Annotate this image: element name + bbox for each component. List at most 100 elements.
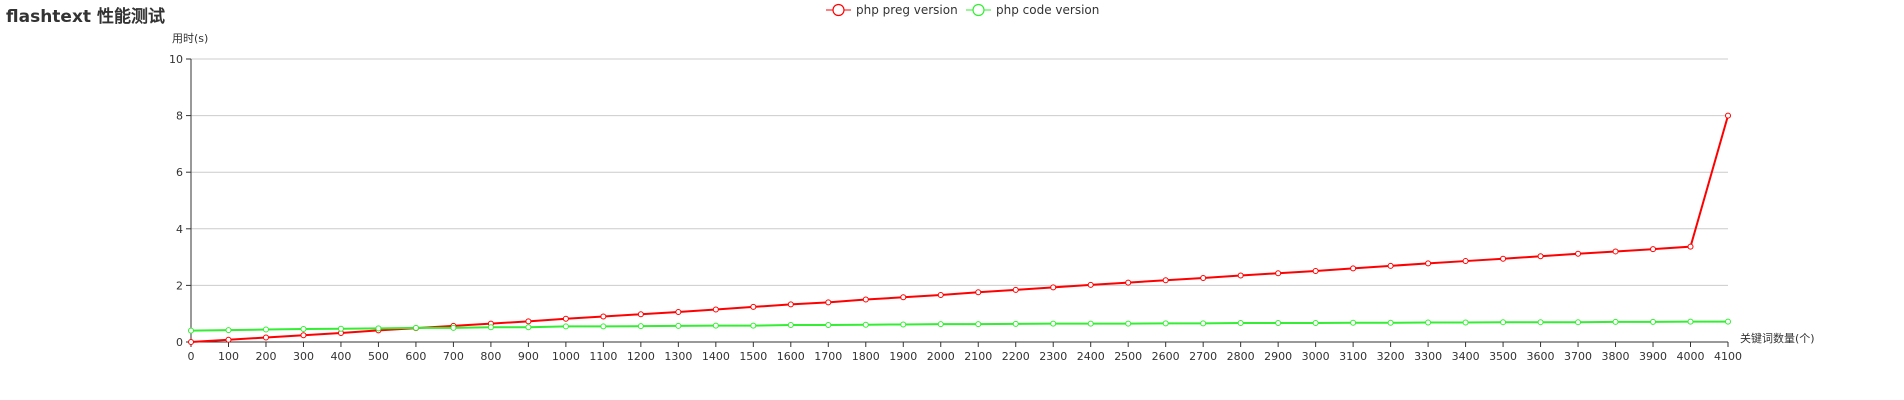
data-point: [600, 313, 607, 320]
x-tick-label: 2200: [1002, 350, 1030, 363]
y-tick-label: 0: [176, 336, 183, 349]
data-point: [1725, 318, 1731, 325]
data-point: [825, 322, 832, 329]
x-tick-label: 1000: [552, 350, 580, 363]
chart-title: flashtext 性能测试: [6, 7, 165, 27]
data-point: [1125, 320, 1132, 327]
data-point: [1387, 319, 1394, 326]
x-tick-label: 1400: [702, 350, 730, 363]
data-point: [1500, 255, 1507, 262]
data-point: [225, 327, 232, 334]
x-tick-label: 2000: [927, 350, 955, 363]
data-point: [1087, 281, 1094, 288]
legend-item[interactable]: php preg version: [826, 3, 958, 17]
data-point: [300, 325, 307, 332]
x-tick-label: 500: [368, 350, 389, 363]
data-point: [900, 294, 907, 301]
data-point: [637, 311, 644, 318]
legend-item[interactable]: php code version: [966, 3, 1099, 17]
data-point: [1312, 320, 1319, 327]
data-point: [1125, 279, 1132, 286]
data-point: [188, 327, 194, 334]
data-point: [188, 339, 194, 345]
series-lines: [188, 112, 1731, 345]
data-point: [900, 321, 907, 328]
x-tick-label: 1500: [739, 350, 767, 363]
x-tick-label: 2100: [964, 350, 992, 363]
data-point: [1275, 320, 1282, 327]
data-point: [600, 323, 607, 330]
y-tick-label: 6: [176, 166, 183, 179]
data-point: [1087, 320, 1094, 327]
data-point: [412, 324, 419, 331]
data-point: [1462, 319, 1469, 326]
y-tick-label: 10: [169, 53, 183, 66]
x-tick-label: 0: [188, 350, 195, 363]
data-point: [1050, 284, 1057, 291]
data-point: [262, 334, 269, 341]
data-point: [975, 289, 982, 296]
x-tick-label: 800: [480, 350, 501, 363]
data-point: [1162, 320, 1169, 327]
x-tick-label: 400: [330, 350, 351, 363]
data-point: [1687, 243, 1694, 250]
x-tick-label: 3500: [1489, 350, 1517, 363]
data-point: [937, 292, 944, 299]
x-tick-label: 1200: [627, 350, 655, 363]
data-point: [1237, 272, 1244, 279]
legend-marker-icon: [972, 3, 985, 17]
data-point: [1425, 260, 1432, 267]
x-tick-label: 200: [255, 350, 276, 363]
data-point: [750, 303, 757, 310]
data-point: [225, 336, 232, 343]
x-tick-label: 3800: [1602, 350, 1630, 363]
data-point: [262, 326, 269, 333]
data-point: [450, 324, 457, 331]
data-point: [562, 323, 569, 330]
x-tick-label: 3700: [1564, 350, 1592, 363]
data-point: [937, 321, 944, 328]
data-point: [1575, 250, 1582, 257]
data-point: [1200, 320, 1207, 327]
data-point: [562, 315, 569, 322]
data-point: [1162, 277, 1169, 284]
legend[interactable]: php preg version php code version: [826, 3, 1099, 17]
x-tick-label: 3200: [1377, 350, 1405, 363]
x-tick-label: 2500: [1114, 350, 1142, 363]
data-point: [712, 322, 719, 329]
x-tick-label: 1300: [664, 350, 692, 363]
data-point: [337, 325, 344, 332]
x-tick-label: 3000: [1302, 350, 1330, 363]
x-tick-label: 100: [218, 350, 239, 363]
data-point: [1012, 286, 1019, 293]
x-tick-label: 1700: [814, 350, 842, 363]
x-tick-label: 3400: [1452, 350, 1480, 363]
x-tick-label: 3600: [1527, 350, 1555, 363]
y-tick-label: 8: [176, 110, 183, 123]
y-tick-label: 2: [176, 279, 183, 292]
x-axis-label: 关键词数量(个): [1740, 331, 1815, 345]
grid-lines: [191, 58, 1728, 286]
x-tick-label: 3900: [1639, 350, 1667, 363]
x-tick-label: 2600: [1152, 350, 1180, 363]
x-tick-label: 3100: [1339, 350, 1367, 363]
x-tick-label: 2400: [1077, 350, 1105, 363]
y-tick-label: 4: [176, 223, 183, 236]
data-point: [862, 321, 869, 328]
data-point: [675, 309, 682, 316]
series-line: [190, 115, 1729, 343]
series-line: [190, 320, 1728, 332]
data-point: [637, 323, 644, 330]
data-point: [862, 296, 869, 303]
data-point: [1612, 248, 1619, 255]
data-point: [525, 324, 532, 331]
data-point: [300, 332, 307, 339]
x-tick-label: 2300: [1039, 350, 1067, 363]
legend-label: php code version: [996, 3, 1099, 17]
data-point: [1425, 319, 1432, 326]
legend-label: php preg version: [856, 3, 958, 17]
data-point: [375, 325, 382, 332]
data-point: [712, 306, 719, 313]
data-point: [1200, 275, 1207, 282]
